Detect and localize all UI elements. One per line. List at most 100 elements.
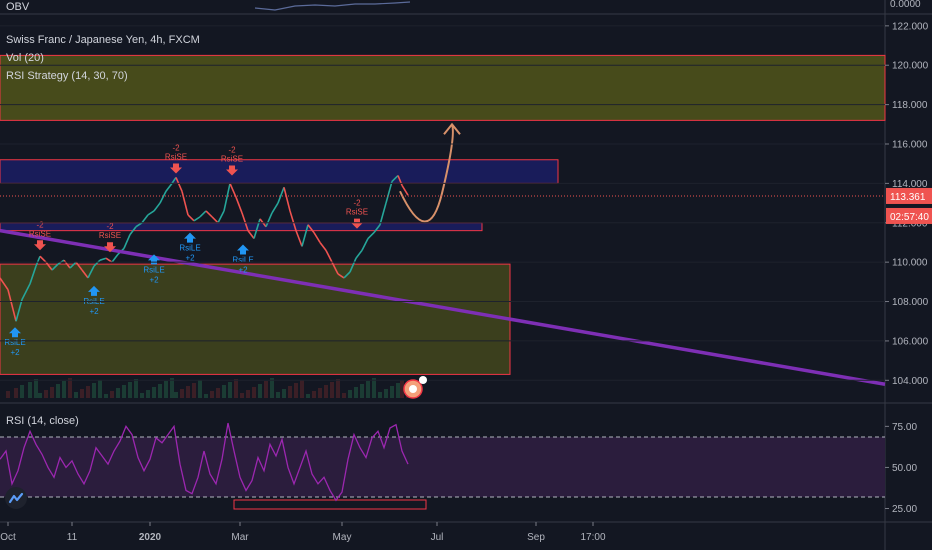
price-segment-62: [367, 232, 375, 240]
volume-bar-60: [360, 384, 364, 398]
volume-bar-26: [158, 384, 162, 398]
signal-label-0: RsiSE: [29, 229, 51, 238]
signal-arrow-down-1: [104, 242, 116, 253]
last-price-label: 113.361: [890, 192, 926, 203]
volume-bar-50: [300, 380, 304, 398]
price-segment-25: [147, 210, 155, 216]
projection-group: [399, 122, 461, 223]
price-segment-53: [313, 232, 321, 243]
price-tick-label-7: 108.000: [892, 297, 929, 308]
signal-arrow-up-5: [9, 327, 21, 338]
time-label-2: 2020: [139, 532, 162, 543]
volume-bar-67: [400, 380, 404, 398]
volume-bar-10: [62, 381, 66, 398]
volume-bar-2: [14, 388, 18, 398]
volume-bar-6: [38, 393, 42, 398]
price-segment-60: [355, 249, 363, 259]
signal-qty-7: +2: [149, 275, 159, 284]
volume-bar-33: [198, 380, 202, 398]
countdown-label: 02:57:40: [890, 212, 929, 223]
obv-line: [254, 1, 411, 11]
rsi-tick-label-0: 75.00: [892, 422, 917, 433]
volume-bar-24: [146, 390, 150, 398]
zones: [0, 54, 886, 375]
signal-label-2: RsiSE: [165, 152, 187, 161]
trendline: [0, 228, 886, 386]
price-segment-61: [361, 238, 369, 251]
price-segment-48: [283, 187, 291, 212]
signal-qty-9: +2: [238, 265, 248, 274]
volume-bar-58: [348, 390, 352, 398]
price-tick-label-9: 104.000: [892, 376, 929, 387]
time-label-0: Oct: [0, 532, 16, 543]
price-segment-8: [45, 261, 53, 271]
volume-bar-8: [50, 387, 54, 398]
volume-bar-49: [294, 383, 298, 398]
price-segment-4: [21, 283, 31, 300]
price-segment-29: [171, 177, 177, 184]
volume-bar-35: [210, 391, 214, 398]
volume-bar-39: [234, 379, 238, 398]
signal-qty-3: -2: [228, 145, 236, 154]
volume-bar-1: [6, 391, 10, 398]
strategy-label[interactable]: RSI Strategy (14, 30, 70): [6, 70, 128, 82]
volume-bar-19: [116, 388, 120, 398]
price-segment-6: [35, 255, 41, 267]
rsi-series: [0, 422, 409, 502]
zone-1: [0, 159, 559, 184]
rsi-tick-label-1: 50.00: [892, 463, 917, 474]
tradingview-logo-icon[interactable]: [5, 487, 27, 509]
volume-bar-9: [56, 384, 60, 398]
alert-icon[interactable]: [403, 376, 427, 399]
price-segment-64: [379, 202, 387, 225]
projection-arrowhead: [443, 122, 461, 135]
signal-arrow-up-9: [237, 244, 249, 255]
zone-0: [0, 54, 886, 121]
last-price-box: [886, 187, 932, 204]
time-label-7: 17:00: [580, 532, 605, 543]
alert-icon-badge: [419, 376, 427, 384]
obv-axis-value: 0.0000: [890, 0, 921, 10]
price-tick-label-0: 122.000: [892, 21, 929, 32]
signal-qty-5: +2: [10, 348, 20, 357]
price-segment-47: [277, 187, 285, 204]
vol-label[interactable]: Vol (20): [6, 52, 44, 64]
volume-bar-18: [110, 391, 114, 398]
volume-bar-42: [252, 387, 256, 398]
volume-bar-3: [20, 385, 24, 398]
price-segment-1: [0, 277, 9, 291]
price-axis-panel[interactable]: [885, 0, 932, 550]
signal-arrow-down-4: [351, 218, 363, 229]
rsi-label[interactable]: RSI (14, close): [6, 415, 79, 427]
volume-bar-31: [186, 386, 190, 398]
signal-qty-8: +2: [185, 254, 195, 263]
obv-label[interactable]: OBV: [6, 1, 30, 13]
price-segment-38: [223, 183, 231, 212]
volume-bar-41: [246, 390, 250, 398]
signal-arrow-up-8: [184, 232, 196, 243]
signal-label-7: RsiLE: [143, 265, 164, 274]
signal-arrow-up-6: [88, 285, 100, 296]
price-segment-58: [343, 271, 351, 279]
price-segment-13: [75, 261, 83, 271]
signal-label-4: RsiSE: [346, 208, 368, 217]
price-segment-16: [93, 259, 101, 267]
volume-bar-64: [384, 389, 388, 398]
price-segment-40: [235, 196, 243, 214]
volume-bar-48: [288, 386, 292, 398]
price-tick-label-1: 120.000: [892, 61, 929, 72]
price-segment-63: [373, 224, 381, 234]
price-segment-17: [99, 257, 107, 261]
price-segment-33: [193, 216, 201, 222]
main-title[interactable]: Swiss Franc / Japanese Yen, 4h, FXCM: [6, 34, 200, 46]
volume-bar-62: [372, 378, 376, 398]
price-segment-12: [69, 261, 77, 269]
volume-bar-25: [152, 387, 156, 398]
volume-bar-56: [336, 379, 340, 398]
logo-stroke: [8, 492, 24, 504]
price-segment-39: [229, 183, 237, 198]
volume-bar-51: [306, 394, 310, 398]
price-segment-35: [205, 210, 213, 218]
volume-bar-46: [276, 392, 280, 398]
